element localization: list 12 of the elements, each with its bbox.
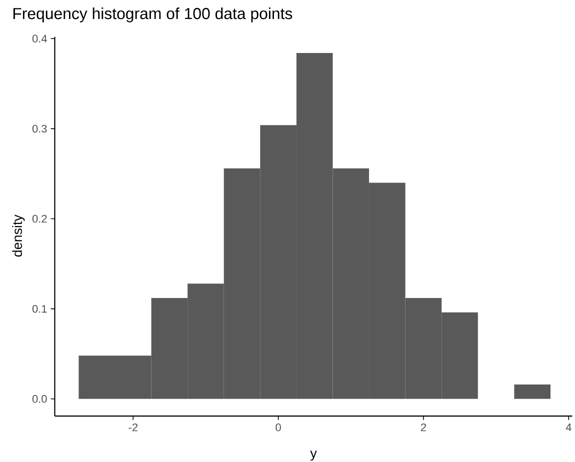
- y-tick-label: 0.0: [32, 395, 47, 403]
- chart-title: Frequency histogram of 100 data points: [13, 8, 292, 22]
- y-tick-label: 0.3: [32, 124, 47, 133]
- y-axis-title: density: [12, 214, 25, 257]
- x-tick-label: 4: [566, 424, 572, 432]
- x-axis-title: y: [310, 450, 317, 461]
- x-tick-label: -2: [128, 424, 138, 432]
- y-tick-label: 0.1: [32, 305, 47, 313]
- y-tick-label: 0.2: [32, 214, 47, 223]
- x-tick-label: 2: [420, 424, 426, 432]
- x-tick-label: 0: [276, 424, 281, 432]
- y-tick-label: 0.4: [32, 34, 47, 43]
